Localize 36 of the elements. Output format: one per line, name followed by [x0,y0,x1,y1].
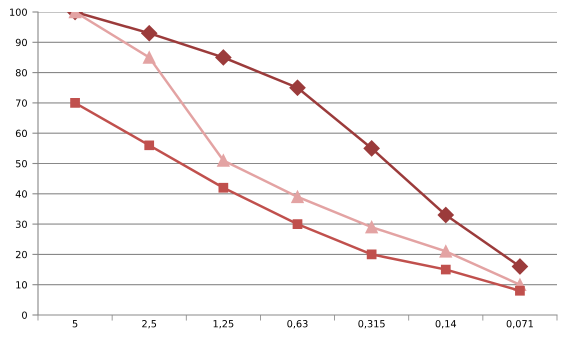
y-tick-label: 100 [10,8,27,16]
point [218,182,228,193]
point [144,140,154,150]
x-tick-label: 5 [72,320,78,328]
point [141,25,158,42]
point [515,286,525,296]
point [291,190,304,204]
y-tick-label: 70 [16,99,27,107]
x-tick-label: 2,5 [142,320,156,328]
point [292,219,302,229]
x-tick-label: 0,315 [358,320,385,328]
x-tick-label: 0,071 [506,320,533,328]
point [440,264,451,274]
point [215,49,232,66]
point [438,206,454,224]
point [366,250,377,260]
y-tick-label: 30 [16,220,27,228]
point [365,220,378,234]
y-tick-label: 60 [16,130,27,138]
y-tick-label: 10 [16,281,27,289]
point [217,154,230,167]
point [364,140,380,156]
point [512,258,528,275]
point [70,98,80,108]
point [289,80,306,96]
y-tick-label: 0 [22,311,27,319]
y-tick-label: 80 [16,69,27,76]
x-tick-label: 1,25 [214,320,234,328]
y-tick-label: 20 [16,250,27,258]
y-tick-label: 90 [16,38,27,46]
x-tick-label: 0,14 [436,320,456,328]
y-tick-label: 50 [16,160,27,168]
y-tick-label: 40 [16,190,27,198]
x-tick-label: 0,63 [287,320,308,328]
point [142,51,156,64]
point [440,245,452,258]
